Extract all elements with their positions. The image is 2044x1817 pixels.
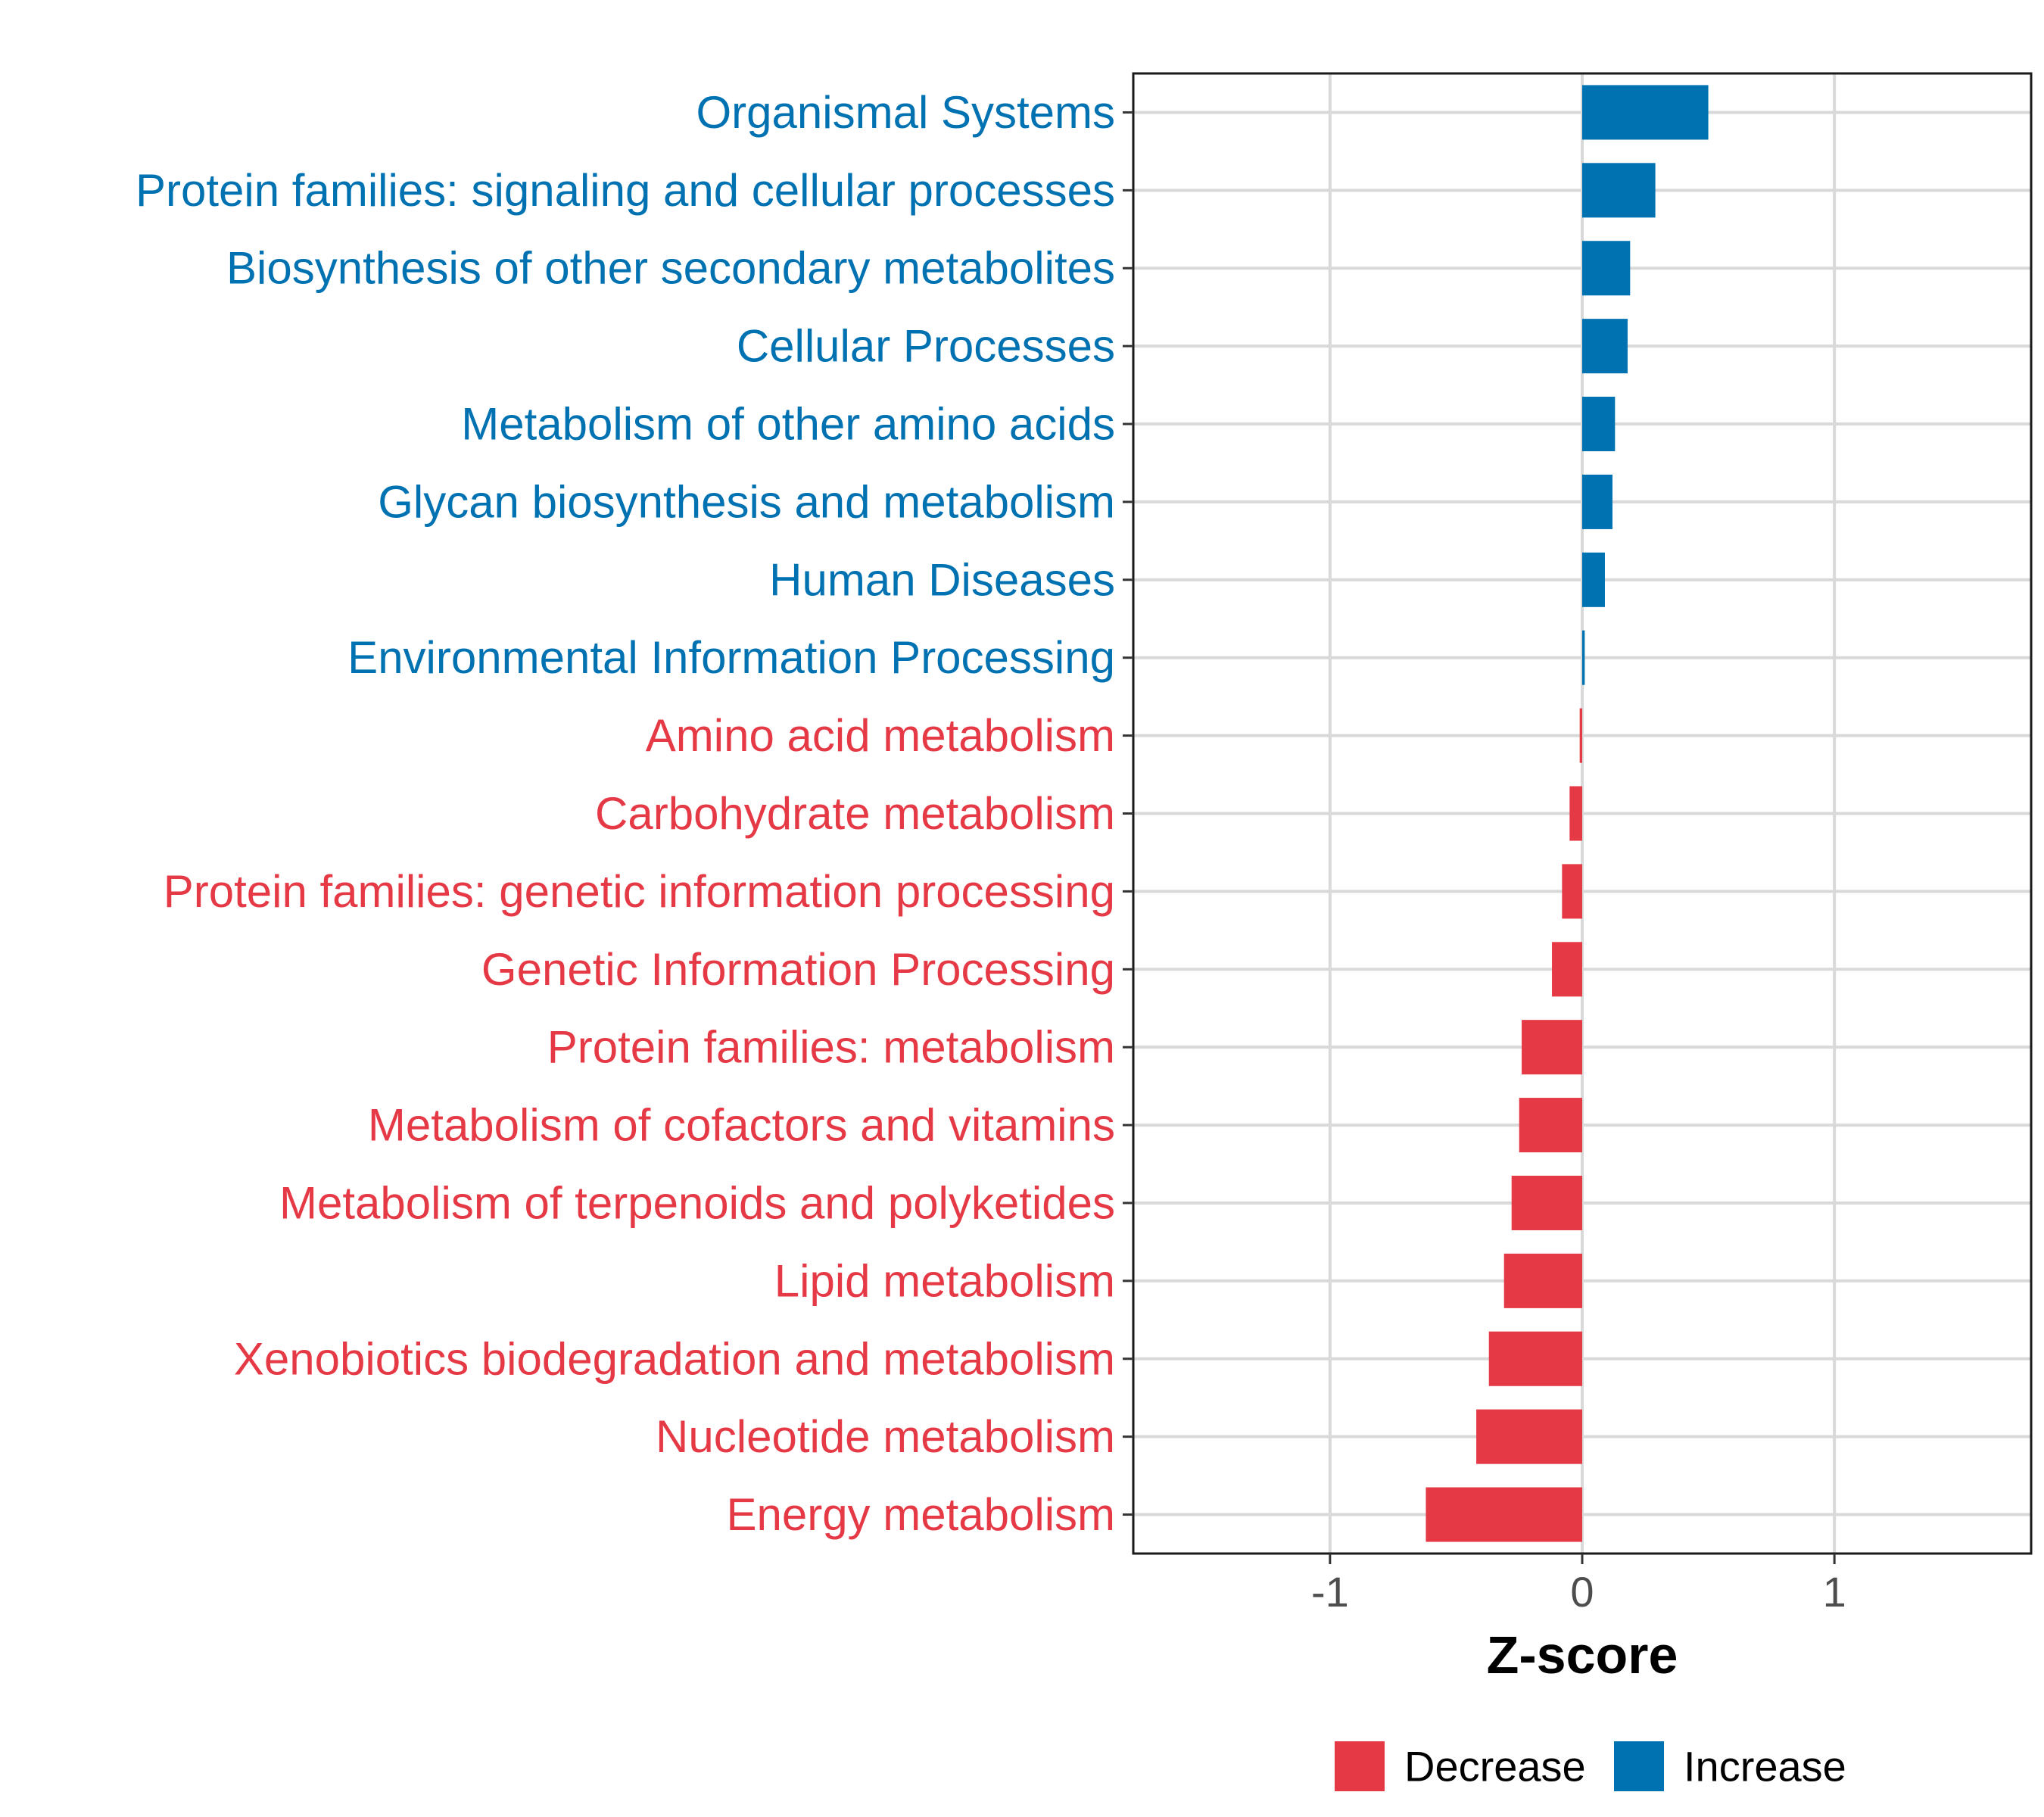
x-axis-ticks: -1 0 1 <box>1311 1554 1846 1616</box>
y-tick-label: Protein families: metabolism <box>547 1022 1115 1073</box>
bar-decrease <box>1476 1409 1582 1464</box>
x-tick-label: -1 <box>1311 1568 1349 1616</box>
y-tick-label: Amino acid metabolism <box>646 710 1115 761</box>
bar-decrease <box>1511 1175 1582 1230</box>
bar-decrease <box>1552 942 1582 997</box>
x-tick-label: 1 <box>1823 1568 1846 1616</box>
bars <box>1426 85 1709 1542</box>
y-tick-label: Biosynthesis of other secondary metaboli… <box>226 243 1115 294</box>
legend-label-decrease: Decrease <box>1404 1743 1586 1791</box>
bar-decrease <box>1426 1487 1582 1542</box>
bar-increase <box>1582 85 1709 140</box>
x-tick-label: 0 <box>1570 1568 1594 1616</box>
legend-key-decrease <box>1335 1741 1385 1791</box>
bar-increase <box>1582 163 1656 218</box>
y-tick-label: Carbohydrate metabolism <box>595 788 1115 839</box>
y-tick-label: Organismal Systems <box>696 87 1115 138</box>
y-tick-label: Protein families: genetic information pr… <box>164 866 1115 917</box>
bar-decrease <box>1569 786 1582 841</box>
y-axis-labels: Organismal Systems Protein families: sign… <box>136 87 1115 1540</box>
bar-decrease <box>1522 1020 1582 1075</box>
y-tick-label: Metabolism of cofactors and vitamins <box>368 1100 1115 1151</box>
bar-increase <box>1582 319 1628 374</box>
bar-increase <box>1582 397 1616 452</box>
bar-decrease <box>1503 1253 1582 1308</box>
y-tick-label: Human Diseases <box>769 554 1115 605</box>
bar-decrease <box>1488 1331 1582 1386</box>
bar-decrease <box>1519 1098 1582 1153</box>
bar-increase <box>1582 552 1605 607</box>
y-axis-ticks <box>1123 111 1133 1516</box>
bar-decrease <box>1579 708 1582 763</box>
legend-key-increase <box>1614 1741 1664 1791</box>
legend: Decrease Increase <box>1335 1741 1846 1791</box>
bar-increase <box>1582 241 1631 296</box>
y-tick-label: Environmental Information Processing <box>347 632 1115 683</box>
legend-label-increase: Increase <box>1684 1743 1846 1791</box>
y-tick-label: Xenobiotics biodegradation and metabolis… <box>234 1333 1115 1384</box>
y-tick-label: Lipid metabolism <box>774 1255 1115 1306</box>
y-tick-label: Cellular Processes <box>737 321 1115 372</box>
y-tick-label: Energy metabolism <box>726 1489 1115 1540</box>
y-tick-label: Nucleotide metabolism <box>656 1411 1115 1462</box>
y-tick-label: Genetic Information Processing <box>481 944 1115 995</box>
y-tick-label: Metabolism of terpenoids and polyketides <box>279 1177 1115 1228</box>
y-tick-label: Protein families: signaling and cellular… <box>136 165 1115 216</box>
y-tick-label: Glycan biosynthesis and metabolism <box>378 476 1115 527</box>
x-axis-title: Z-score <box>1487 1625 1678 1685</box>
y-tick-label: Metabolism of other amino acids <box>461 399 1115 450</box>
bar-increase <box>1582 474 1612 529</box>
bar-decrease <box>1562 864 1582 919</box>
bar-increase <box>1582 630 1585 685</box>
